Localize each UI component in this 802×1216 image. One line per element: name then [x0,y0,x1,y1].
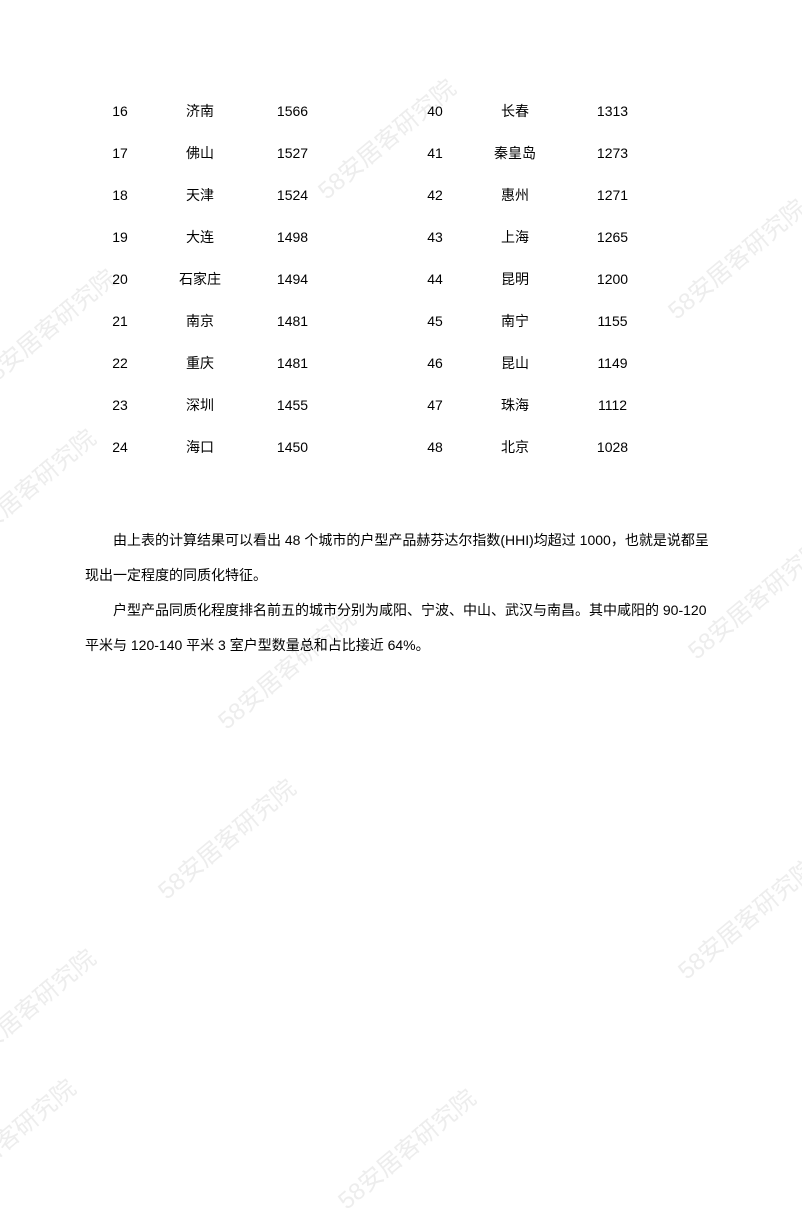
value-left: 1524 [245,187,340,203]
value-right: 1200 [565,271,660,287]
value-right: 1149 [565,355,660,371]
city-right: 北京 [465,437,565,457]
city-right: 上海 [465,227,565,247]
table-row: 20石家庄1494 44昆明1200 [85,258,717,300]
value-right: 1273 [565,145,660,161]
rank-left: 24 [85,439,155,455]
city-left: 深圳 [155,395,245,415]
rank-left: 18 [85,187,155,203]
city-right: 昆山 [465,353,565,373]
rank-left: 23 [85,397,155,413]
hhi-table: 16济南1566 40长春1313 17佛山1527 41秦皇岛1273 18天津152… [85,90,717,468]
city-left: 南京 [155,311,245,331]
value-left: 1527 [245,145,340,161]
value-left: 1494 [245,271,340,287]
rank-right: 42 [405,187,465,203]
value-right: 1265 [565,229,660,245]
rank-left: 22 [85,355,155,371]
rank-right: 48 [405,439,465,455]
watermark: 58安居客研究院 [149,769,302,906]
table-row: 16济南1566 40长春1313 [85,90,717,132]
body-text: 由上表的计算结果可以看出 48 个城市的户型产品赫芬达尔指数(HHI)均超过 1… [85,523,717,663]
rank-left: 21 [85,313,155,329]
city-right: 南宁 [465,311,565,331]
city-left: 海口 [155,437,245,457]
watermark: 58安居客研究院 [669,849,802,986]
city-right: 秦皇岛 [465,143,565,163]
table-row: 22重庆1481 46昆山1149 [85,342,717,384]
value-right: 1112 [565,397,660,413]
city-left: 天津 [155,185,245,205]
city-right: 昆明 [465,269,565,289]
value-left: 1455 [245,397,340,413]
rank-right: 46 [405,355,465,371]
city-left: 济南 [155,101,245,121]
value-left: 1498 [245,229,340,245]
watermark: 58安居客研究院 [0,939,102,1076]
table-row: 19大连1498 43上海1265 [85,216,717,258]
value-right: 1155 [565,313,660,329]
watermark: 58安居客研究院 [329,1079,482,1216]
value-right: 1028 [565,439,660,455]
rank-left: 16 [85,103,155,119]
rank-right: 43 [405,229,465,245]
city-right: 惠州 [465,185,565,205]
table-row: 21南京1481 45南宁1155 [85,300,717,342]
rank-right: 41 [405,145,465,161]
rank-right: 40 [405,103,465,119]
rank-left: 19 [85,229,155,245]
city-left: 石家庄 [155,269,245,289]
city-right: 珠海 [465,395,565,415]
table-row: 23深圳1455 47珠海1112 [85,384,717,426]
rank-left: 17 [85,145,155,161]
value-right: 1271 [565,187,660,203]
value-left: 1481 [245,355,340,371]
body-paragraph: 户型产品同质化程度排名前五的城市分别为咸阳、宁波、中山、武汉与南昌。其中咸阳的 … [85,593,717,663]
value-left: 1450 [245,439,340,455]
table-row: 17佛山1527 41秦皇岛1273 [85,132,717,174]
value-left: 1481 [245,313,340,329]
rank-right: 44 [405,271,465,287]
value-left: 1566 [245,103,340,119]
city-left: 大连 [155,227,245,247]
watermark: 58安居客研究院 [0,1069,82,1206]
city-right: 长春 [465,101,565,121]
city-left: 佛山 [155,143,245,163]
value-right: 1313 [565,103,660,119]
body-paragraph: 由上表的计算结果可以看出 48 个城市的户型产品赫芬达尔指数(HHI)均超过 1… [85,523,717,593]
rank-right: 47 [405,397,465,413]
table-row: 18天津1524 42惠州1271 [85,174,717,216]
rank-right: 45 [405,313,465,329]
rank-left: 20 [85,271,155,287]
city-left: 重庆 [155,353,245,373]
table-row: 24海口1450 48北京1028 [85,426,717,468]
